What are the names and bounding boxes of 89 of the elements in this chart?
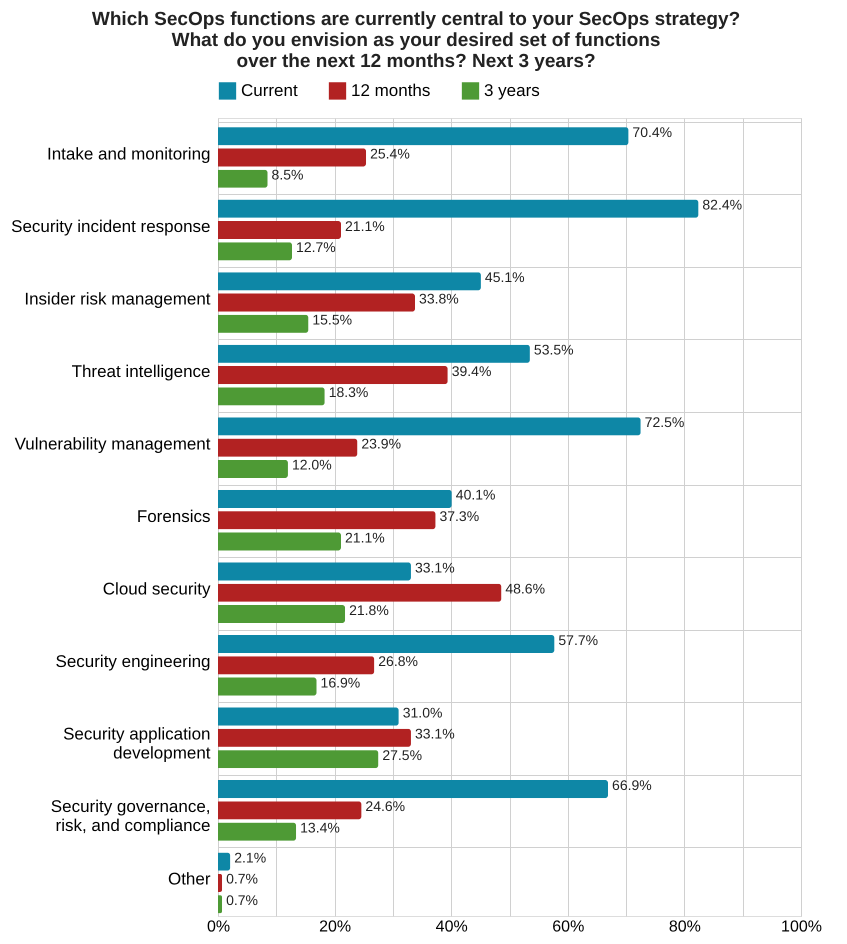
y-tick-label: Security application development xyxy=(63,724,211,763)
data-label: 33.8% xyxy=(419,290,459,306)
bar xyxy=(218,728,411,747)
data-label: 26.8% xyxy=(378,653,418,670)
data-label: 72.5% xyxy=(644,414,684,430)
x-tick-label: 0% xyxy=(206,918,230,936)
data-label: 21.1% xyxy=(345,529,385,546)
data-label: 13.4% xyxy=(300,819,340,836)
bar xyxy=(218,220,342,240)
bar xyxy=(218,750,378,768)
data-label: 31.0% xyxy=(402,704,442,720)
bar xyxy=(218,200,698,218)
bar xyxy=(218,678,317,696)
legend-label: Current xyxy=(241,80,298,100)
data-label: 0.7% xyxy=(226,870,258,887)
bar xyxy=(218,562,411,580)
y-tick-label: Forensics xyxy=(136,507,210,526)
data-label: 37.3% xyxy=(439,508,480,524)
data-label: 24.6% xyxy=(365,798,406,814)
data-label: 25.4% xyxy=(370,145,410,162)
bar xyxy=(218,656,374,674)
data-label: 0.7% xyxy=(226,892,258,908)
y-tick-label: Insider risk management xyxy=(24,289,211,308)
y-tick-label: Other xyxy=(168,870,211,889)
y-tick-label: Security governance, risk, and compliance xyxy=(50,797,210,836)
bar xyxy=(218,127,628,146)
bar xyxy=(218,460,288,478)
y-tick-label: Intake and monitoring xyxy=(47,144,210,164)
bar xyxy=(218,604,346,624)
data-label: 48.6% xyxy=(505,580,546,597)
bar xyxy=(218,801,362,820)
bar xyxy=(218,272,481,290)
x-tick-label: 80% xyxy=(668,918,701,936)
text: over the next 12 months? Next 3 years? xyxy=(236,51,596,72)
x-tick-label: 40% xyxy=(436,918,468,936)
bar xyxy=(218,417,641,436)
bar xyxy=(218,314,308,333)
data-label: 8.5% xyxy=(272,166,304,183)
data-label: 39.4% xyxy=(452,362,492,379)
data-label: 12.0% xyxy=(292,456,332,473)
legend-label: 3 years xyxy=(484,80,540,100)
y-tick-label: Security incident response xyxy=(11,216,210,236)
bar xyxy=(218,344,530,363)
data-label: 40.1% xyxy=(456,486,496,503)
data-label: 82.4% xyxy=(702,196,742,213)
bar xyxy=(218,511,436,530)
data-label: 23.9% xyxy=(361,435,402,452)
data-label: 33.1% xyxy=(414,726,455,742)
y-tick-label: Vulnerability management xyxy=(14,434,211,454)
y-tick-label: Cloud security xyxy=(102,580,211,599)
data-label: 21.8% xyxy=(349,602,389,618)
x-tick-label: 20% xyxy=(319,918,352,936)
bar xyxy=(218,895,222,914)
data-label: 16.9% xyxy=(320,674,360,690)
data-label: 2.1% xyxy=(234,849,266,866)
data-label: 53.5% xyxy=(534,342,574,358)
bar xyxy=(218,584,502,602)
bar xyxy=(218,294,416,312)
data-label: 33.1% xyxy=(414,559,455,576)
y-tick-label: Threat intelligence xyxy=(72,362,210,381)
bar xyxy=(218,852,230,871)
data-label: 18.3% xyxy=(328,384,368,400)
bar xyxy=(218,148,366,167)
bar xyxy=(218,438,358,457)
data-label: 70.4% xyxy=(632,124,672,140)
data-label: 45.1% xyxy=(484,269,525,286)
data-label: 21.1% xyxy=(345,218,385,234)
bar xyxy=(218,387,325,406)
bar xyxy=(218,708,399,726)
data-label: 12.7% xyxy=(296,239,336,256)
legend-label: 12 months xyxy=(351,80,430,100)
bar xyxy=(218,780,608,798)
data-label: 15.5% xyxy=(312,312,352,328)
x-tick-label: 100% xyxy=(781,918,822,936)
y-tick-label: Security engineering xyxy=(56,652,210,672)
data-label: 57.7% xyxy=(558,632,598,648)
bar xyxy=(218,170,268,188)
bar xyxy=(218,490,452,508)
bar xyxy=(218,634,554,654)
data-label: 66.9% xyxy=(612,776,652,793)
bar xyxy=(218,822,296,841)
bar xyxy=(218,242,292,260)
bar xyxy=(218,532,342,551)
x-tick-label: 60% xyxy=(552,918,584,936)
bar xyxy=(218,366,448,384)
bar xyxy=(218,874,222,892)
text: Which SecOps functions are currently central to your SecOps strategy? xyxy=(92,9,740,30)
text: What do you envision as your desired set of functions xyxy=(172,30,660,51)
data-label: 27.5% xyxy=(382,746,422,763)
